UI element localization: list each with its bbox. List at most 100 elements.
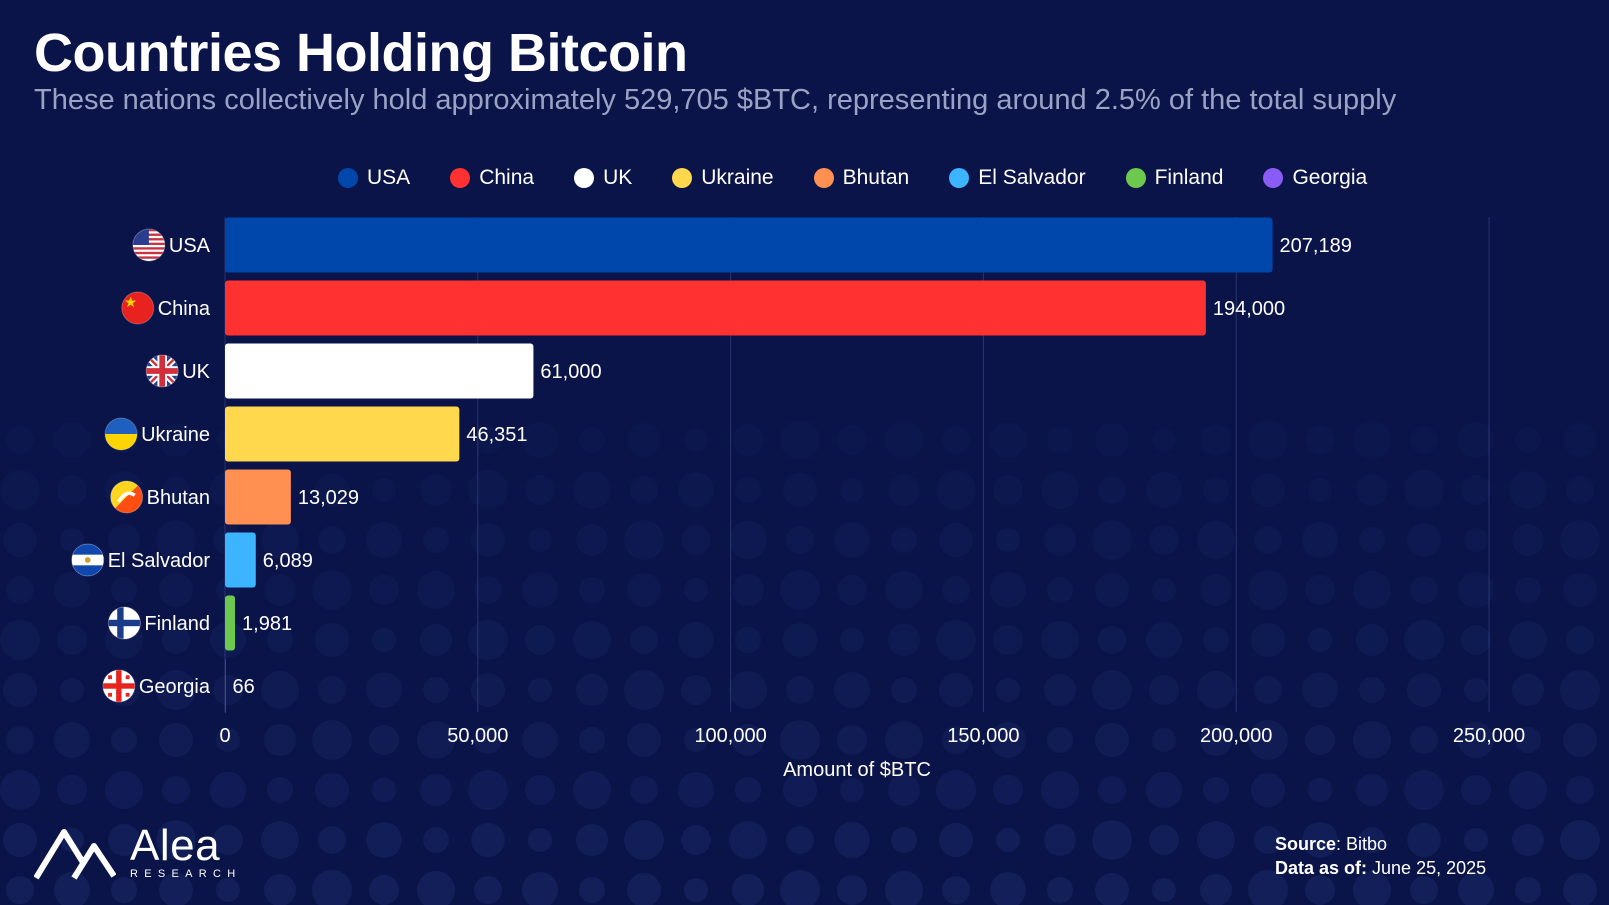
- background-dot: [996, 678, 1020, 702]
- ukraine-flag-icon: [104, 417, 138, 451]
- background-dot: [1560, 670, 1600, 710]
- background-dot: [6, 726, 34, 754]
- background-dot: [834, 672, 870, 708]
- background-dot: [54, 722, 90, 758]
- background-dot: [315, 623, 349, 657]
- background-dot: [834, 522, 870, 558]
- background-dot: [366, 822, 402, 858]
- background-dot: [729, 821, 767, 859]
- background-dot: [888, 474, 920, 506]
- background-dot: [573, 771, 611, 809]
- background-dot: [6, 426, 34, 454]
- background-dot: [1563, 573, 1597, 607]
- category-label: USA: [169, 235, 211, 257]
- legend-dot: [813, 168, 834, 188]
- background-dot: [264, 574, 296, 606]
- background-dot: [1515, 577, 1541, 603]
- background-dot: [6, 876, 34, 904]
- background-dot: [57, 475, 87, 505]
- background-dot: [684, 728, 708, 752]
- background-dot: [423, 677, 449, 703]
- background-dot: [939, 673, 973, 707]
- background-dot: [1203, 477, 1229, 503]
- background-dot: [735, 627, 761, 653]
- background-dot: [1509, 771, 1547, 809]
- background-dot: [780, 570, 820, 610]
- background-dot: [159, 723, 193, 757]
- date-label: Data as of:: [1275, 858, 1368, 878]
- background-dot: [576, 674, 608, 706]
- background-dot: [54, 872, 90, 905]
- background-dot: [162, 776, 190, 804]
- background-dot: [1563, 723, 1597, 757]
- legend-item: Bhutan: [813, 166, 909, 190]
- x-tick-label: 50,000: [447, 725, 508, 747]
- background-dot: [471, 673, 505, 707]
- background-dot: [1356, 774, 1388, 806]
- background-dot: [579, 727, 605, 753]
- background-dot: [318, 526, 346, 554]
- background-dot: [159, 423, 193, 457]
- background-dot: [1356, 474, 1388, 506]
- background-dot: [369, 875, 399, 905]
- background-dot: [528, 828, 552, 852]
- source-block: Source: Bitbo Data as of: June 25, 2025: [1275, 832, 1486, 880]
- background-dot: [1041, 471, 1079, 509]
- legend-dot: [338, 168, 358, 188]
- background-dot: [1092, 670, 1132, 710]
- background-dot: [312, 870, 352, 905]
- background-dot: [936, 620, 976, 660]
- background-dot: [3, 823, 37, 857]
- background-dot: [630, 776, 658, 804]
- background-dot: [1251, 623, 1285, 657]
- background-dot: [522, 422, 558, 458]
- background-dot: [1248, 420, 1288, 460]
- background-dot: [267, 627, 293, 653]
- background-dot: [942, 726, 970, 754]
- background-dot: [678, 472, 714, 508]
- background-dot: [1566, 476, 1594, 504]
- background-dot: [1149, 825, 1179, 855]
- background-dot: [312, 720, 352, 760]
- legend-item: UK: [574, 166, 632, 190]
- background-dot: [1146, 772, 1182, 808]
- background-dot: [525, 625, 555, 655]
- data-label: 207,189: [1280, 235, 1352, 257]
- background-dot: [735, 777, 761, 803]
- background-dot: [417, 871, 455, 905]
- background-dot: [732, 574, 764, 606]
- category-label: Bhutan: [147, 487, 210, 509]
- background-dot: [627, 723, 661, 757]
- background-dot: [684, 878, 708, 902]
- background-dot: [834, 822, 870, 858]
- background-dot: [474, 426, 502, 454]
- background-dot: [735, 477, 761, 503]
- background-dot: [990, 722, 1026, 758]
- background-dot: [474, 576, 502, 604]
- background-dot: [996, 828, 1020, 852]
- bar: [225, 469, 291, 525]
- background-dot: [159, 873, 193, 905]
- bar: [225, 658, 226, 714]
- background-dot: [105, 771, 143, 809]
- background-dot: [990, 572, 1026, 608]
- background-dot: [315, 473, 349, 507]
- background-dot: [369, 575, 399, 605]
- background-dot: [111, 727, 137, 753]
- background-dot: [528, 678, 552, 702]
- data-label: 1,981: [242, 613, 292, 635]
- background-dot: [423, 527, 449, 553]
- x-tick-label: 0: [219, 725, 230, 747]
- legend-item: Finland: [1125, 166, 1223, 190]
- background-dot: [0, 470, 40, 510]
- background-dot: [1095, 423, 1129, 457]
- background-dot: [420, 474, 452, 506]
- background-dot: [1512, 524, 1544, 556]
- background-dot: [1047, 727, 1073, 753]
- background-dot: [111, 877, 137, 903]
- background-dot: [729, 521, 767, 559]
- legend-item: USA: [338, 166, 410, 190]
- background-dot: [261, 521, 299, 559]
- data-label: 66: [233, 676, 255, 698]
- background-dot: [1515, 427, 1541, 453]
